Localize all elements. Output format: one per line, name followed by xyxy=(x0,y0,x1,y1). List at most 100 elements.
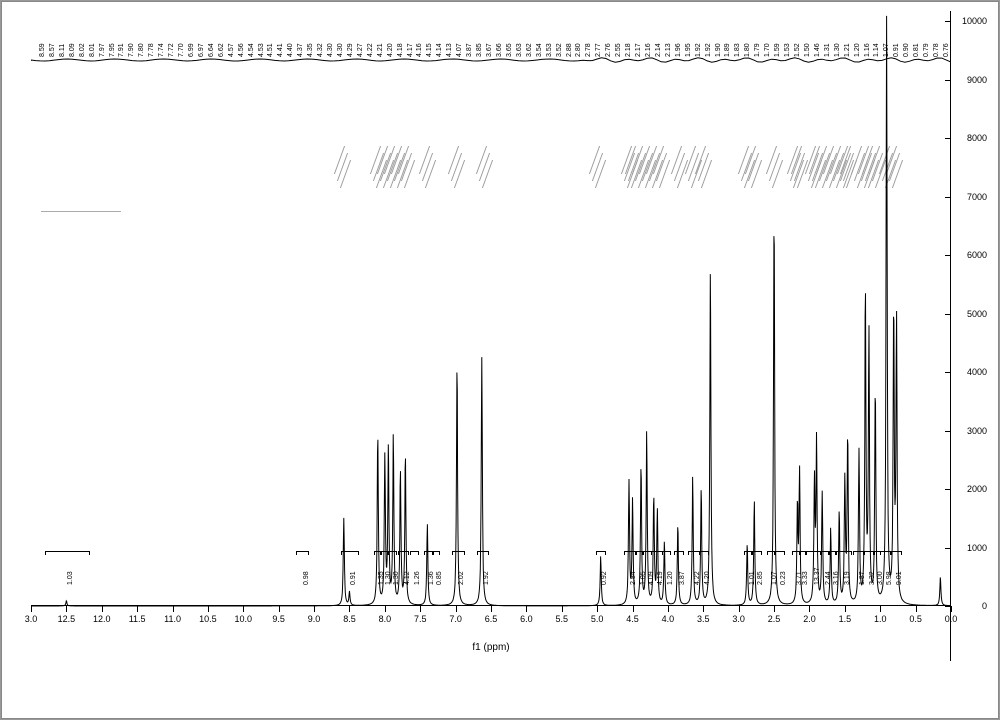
y-tick-label: 4000 xyxy=(967,367,987,377)
y-tick-label: 1000 xyxy=(967,543,987,553)
x-tick-label: 7.5 xyxy=(414,614,427,624)
y-tick-label: 8000 xyxy=(967,133,987,143)
integral-value: 4.12 xyxy=(404,571,411,585)
x-tick-label: 5.5 xyxy=(556,614,569,624)
integral-value: 1.87 xyxy=(859,571,866,585)
integral-bracket xyxy=(45,551,89,555)
integral-bracket xyxy=(636,551,643,555)
integral-value: 1.36 xyxy=(428,571,435,585)
y-tick-label: 7000 xyxy=(967,192,987,202)
integral-value: 1.30 xyxy=(385,571,392,585)
integral-bracket xyxy=(374,551,381,555)
integral-bracket xyxy=(751,551,761,555)
integral-bracket xyxy=(624,551,636,555)
integral-value: 1.03 xyxy=(67,571,74,585)
x-tick-label: 4.5 xyxy=(626,614,639,624)
integral-bracket xyxy=(688,551,700,555)
x-tick-label: 6.0 xyxy=(520,614,533,624)
integral-bracket xyxy=(799,551,806,555)
x-tick-label: 4.0 xyxy=(662,614,675,624)
x-tick-label: 1.5 xyxy=(839,614,852,624)
integral-value: 3.16 xyxy=(833,571,840,585)
integral-value: 2.02 xyxy=(458,571,465,585)
integral-value: 13.37 xyxy=(814,567,821,585)
x-tick-label: 8.0 xyxy=(379,614,392,624)
integral-bracket xyxy=(477,551,490,555)
y-tick-label: 6000 xyxy=(967,250,987,260)
integral-bracket xyxy=(596,551,606,555)
x-tick-label: 3.5 xyxy=(697,614,710,624)
integral-value: 4.09 xyxy=(648,571,655,585)
x-tick-label: 5.0 xyxy=(591,614,604,624)
integral-bracket xyxy=(433,551,440,555)
integral-value: 2.85 xyxy=(757,571,764,585)
nmr-plot: 8.598.578.118.098.028.017.977.957.917.90… xyxy=(31,11,951,661)
integral-bracket xyxy=(296,551,309,555)
y-tick-label: 9000 xyxy=(967,75,987,85)
x-tick-label: 10.5 xyxy=(199,614,217,624)
x-tick-label: 9.5 xyxy=(272,614,285,624)
integral-value: 1.92 xyxy=(483,571,490,585)
x-tick-label: 3.0 xyxy=(732,614,745,624)
integral-bracket xyxy=(424,551,433,555)
integral-bracket xyxy=(381,551,388,555)
y-tick-label: 10000 xyxy=(962,16,987,26)
integral-value: 1.26 xyxy=(414,571,421,585)
x-tick-label: 10.0 xyxy=(235,614,253,624)
integral-value: 0.92 xyxy=(601,571,608,585)
integral-bracket xyxy=(767,551,775,555)
integral-value: 0.85 xyxy=(436,571,443,585)
integral-bracket xyxy=(410,551,419,555)
integral-bracket xyxy=(651,551,663,555)
x-tick-label: 2.5 xyxy=(768,614,781,624)
integral-bracket xyxy=(699,551,709,555)
x-axis-label: f1 (ppm) xyxy=(472,642,509,653)
integral-value: 9.01 xyxy=(896,571,903,585)
x-tick-label: 12.5 xyxy=(58,614,76,624)
integral-bracket xyxy=(452,551,465,555)
y-tick-label: 5000 xyxy=(967,309,987,319)
x-tick-label: 0.5 xyxy=(909,614,922,624)
x-tick-label: 9.0 xyxy=(308,614,321,624)
y-tick-label: 0 xyxy=(982,601,987,611)
integral-bracket xyxy=(398,551,410,555)
integral-bracket xyxy=(820,551,829,555)
integral-bracket xyxy=(674,551,684,555)
x-tick-label: 11.0 xyxy=(164,614,181,624)
integral-bracket xyxy=(388,551,396,555)
x-tick-label: 6.5 xyxy=(485,614,498,624)
integral-value: 3.00 xyxy=(877,571,884,585)
integral-value: 1.01 xyxy=(749,571,756,585)
integral-value: 1.05 xyxy=(640,571,647,585)
integral-value: 1.35 xyxy=(378,571,385,585)
x-tick-label: 1.0 xyxy=(874,614,887,624)
integral-value: 3.19 xyxy=(844,571,851,585)
integral-bracket xyxy=(829,551,836,555)
integral-bracket xyxy=(890,551,902,555)
x-tick-label: 2.0 xyxy=(803,614,816,624)
y-tick-label: 2000 xyxy=(967,484,987,494)
integral-value: 0.91 xyxy=(350,571,357,585)
integral-bracket xyxy=(775,551,784,555)
x-tick-label: 12.0 xyxy=(93,614,111,624)
integral-value: 5.98 xyxy=(886,571,893,585)
integral-value: 2.44 xyxy=(825,571,832,585)
integral-value: 1.07 xyxy=(771,571,778,585)
integral-value: 4.22 xyxy=(694,571,701,585)
integral-value: 4.19 xyxy=(657,571,664,585)
x-tick-label: 8.5 xyxy=(343,614,356,624)
integral-bracket xyxy=(662,551,671,555)
x-tick-label: 11.5 xyxy=(129,614,146,624)
x-tick-label: 7.0 xyxy=(449,614,462,624)
integral-value: 3.87 xyxy=(679,571,686,585)
integral-value: 1.20 xyxy=(667,571,674,585)
x-tick-label: 0.0 xyxy=(945,614,958,624)
integral-value: 2.84 xyxy=(630,571,637,585)
x-tick-label: 3.0 xyxy=(25,614,38,624)
integral-bracket xyxy=(836,551,852,555)
integral-value: 4.20 xyxy=(704,571,711,585)
integral-value: 3.33 xyxy=(802,571,809,585)
integral-value: 1.30 xyxy=(393,571,400,585)
integral-value: 0.98 xyxy=(303,571,310,585)
integral-value: 0.23 xyxy=(780,571,787,585)
